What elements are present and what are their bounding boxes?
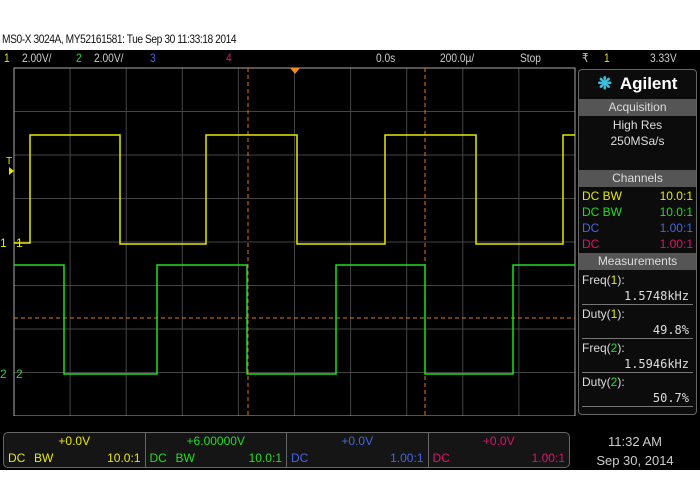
ch1-softkey[interactable]: +0.0V DC BW 10.0:1: [4, 433, 146, 467]
ch1-number[interactable]: 1: [4, 51, 10, 65]
trigger-source: 1: [604, 51, 610, 65]
ch4-softkey[interactable]: +0.0V DC 1.00:1: [432, 434, 566, 465]
ch2-scale[interactable]: 2.00V/: [94, 51, 124, 65]
channels-header[interactable]: Channels: [579, 170, 696, 187]
ch1-scale[interactable]: 2.00V/: [22, 51, 52, 65]
acq-rate: 250MSa/s: [610, 134, 665, 148]
window-title: MS0-X 3024A, MY52161581: Tue Sep 30 11:3…: [2, 32, 237, 46]
side-panel: ❋ Agilent Acquisition High Res 250MSa/s C…: [578, 69, 697, 415]
channel-row[interactable]: DC 1.00:1: [582, 221, 693, 235]
channel-softkeys: +0.0V DC BW 10.0:1 +6.00000V DC BW 10.0:1 +0.0…: [3, 432, 570, 468]
ch3-softkey[interactable]: +0.0V DC 1.00:1: [287, 433, 429, 467]
ch2-label: 2: [16, 367, 23, 381]
channel-row[interactable]: DC BW 10.0:1: [582, 189, 693, 203]
measurement-item[interactable]: Duty(1): 49.8%: [579, 305, 696, 339]
ch2-number[interactable]: 2: [76, 51, 82, 65]
trigger-level-arrow-icon: [9, 167, 14, 175]
status-bar: 1 2.00V/ 2 2.00V/ 3 4 0.0s 200.0µ/ Stop …: [0, 50, 700, 66]
ch2-ground-marker[interactable]: 2: [0, 367, 7, 381]
ch1-ground-marker[interactable]: 1: [0, 236, 7, 250]
waveform-plot[interactable]: T 1 1 2 2: [0, 66, 578, 416]
run-state[interactable]: Stop: [520, 51, 541, 65]
ch2-softkey[interactable]: +6.00000V DC BW 10.0:1: [146, 433, 287, 467]
ch2-waveform: [14, 264, 575, 375]
acq-mode: High Res: [612, 118, 663, 132]
ch3-number[interactable]: 3: [150, 51, 156, 65]
agilent-spark-icon: ❋: [597, 74, 612, 93]
channel-row[interactable]: DC BW 10.0:1: [582, 205, 693, 219]
measurement-item[interactable]: Duty(2): 50.7%: [579, 373, 696, 407]
measurement-item[interactable]: Freq(1): 1.5748kHz: [579, 271, 696, 305]
timebase[interactable]: 200.0µ/: [440, 51, 475, 65]
oscilloscope-screen: 1 2.00V/ 2 2.00V/ 3 4 0.0s 200.0µ/ Stop …: [0, 50, 700, 470]
ch1-label: 1: [16, 236, 23, 250]
measurements-header[interactable]: Measurements: [579, 253, 696, 270]
acquisition-header[interactable]: Acquisition: [579, 99, 696, 116]
trigger-level-marker[interactable]: T: [6, 156, 12, 167]
ch1-waveform: [14, 134, 575, 245]
delay[interactable]: 0.0s: [376, 51, 396, 65]
trigger-edge-falling-icon: ₹: [582, 51, 589, 65]
measurement-item[interactable]: Freq(2): 1.5946kHz: [579, 339, 696, 373]
clock: 11:32 AM Sep 30, 2014: [596, 434, 674, 468]
ch4-number[interactable]: 4: [226, 51, 232, 65]
trigger-level[interactable]: 3.33V: [650, 51, 677, 65]
channel-row[interactable]: DC 1.00:1: [582, 237, 693, 251]
trigger-position-marker: [290, 68, 300, 74]
brand-logo: ❋ Agilent: [597, 74, 678, 93]
